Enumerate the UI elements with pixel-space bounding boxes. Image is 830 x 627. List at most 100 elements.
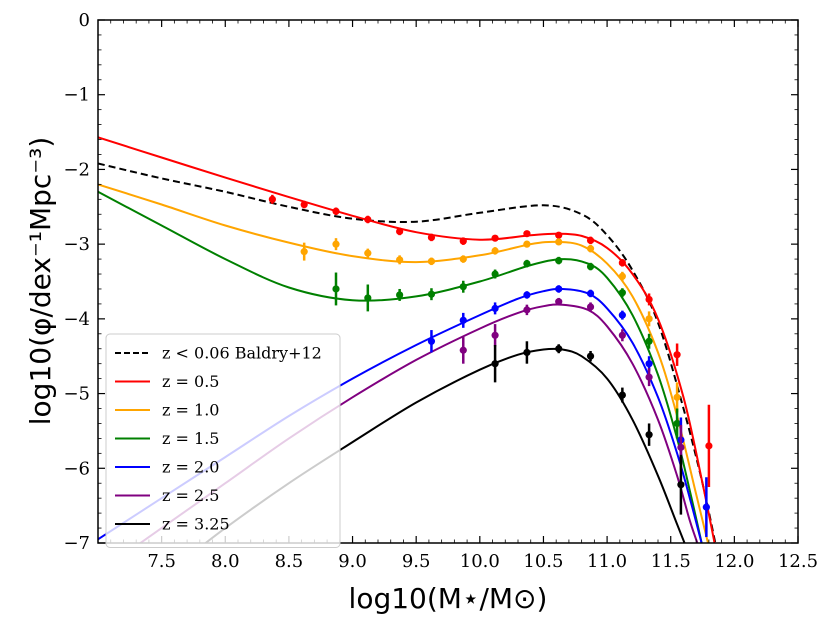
data-point-z0-5 xyxy=(364,215,372,224)
x-tick-label: 8.5 xyxy=(275,551,304,572)
data-point-z1-5 xyxy=(645,337,653,345)
data-point-z1-0 xyxy=(523,240,531,248)
y-tick-label: −2 xyxy=(63,159,90,180)
data-point-z3-25 xyxy=(645,431,653,439)
data-point-z1-0 xyxy=(332,240,340,248)
x-tick-label: 11.5 xyxy=(651,551,691,572)
data-point-z3-25 xyxy=(555,345,563,353)
data-point-z1-5 xyxy=(459,283,467,291)
legend-label: z = 1.5 xyxy=(162,429,219,448)
x-tick-label: 7.5 xyxy=(147,551,176,572)
data-point-z1-0 xyxy=(645,315,653,323)
y-tick-label: −6 xyxy=(63,458,90,479)
data-point-z0-5 xyxy=(618,259,626,267)
data-point-z2-5 xyxy=(459,346,467,354)
data-point-z3-25 xyxy=(586,352,595,360)
legend-label: z = 1.0 xyxy=(162,401,219,420)
data-point-z1-5 xyxy=(555,256,563,265)
data-point-z0-5 xyxy=(491,234,499,242)
data-point-z0-5 xyxy=(645,295,653,304)
data-point-z0-5 xyxy=(427,233,436,242)
y-tick-label: −1 xyxy=(63,85,90,106)
axes: 7.5 8.0 8.5 9.0 9.5 10.0 10.5 11.0 11.5 12.0 12.5 0… xyxy=(63,10,818,572)
data-point-z0-5 xyxy=(555,231,563,239)
data-point-z1-0 xyxy=(586,245,595,253)
data-point-z0-5 xyxy=(268,195,276,203)
x-axis-title: log10(M⋆/M⊙) xyxy=(349,582,548,615)
legend: z < 0.06 Baldry+12 z = 0.5 z = 1.0 z = 1.5 z… xyxy=(105,333,341,548)
plot-frame xyxy=(97,19,799,544)
data-point-z0-5 xyxy=(300,200,308,209)
y-axis-title: log10(φ/dex⁻¹Mpc⁻³) xyxy=(24,137,57,425)
data-point-z1-5 xyxy=(427,290,436,298)
data-point-z0-5 xyxy=(396,227,404,236)
data-point-z2-0 xyxy=(586,289,595,298)
legend-label: z = 2.5 xyxy=(162,486,219,505)
reference-curve-baldry12 xyxy=(98,162,717,543)
data-point-z1-5 xyxy=(332,285,340,293)
legend-label: z = 3.25 xyxy=(162,515,230,534)
y-tick-label: −4 xyxy=(63,309,90,330)
data-point-z1-0 xyxy=(618,272,626,280)
data-point-z1-0 xyxy=(673,393,681,401)
data-point-z2-0 xyxy=(491,304,499,312)
data-point-z1-0 xyxy=(427,257,436,265)
data-point-z2-0 xyxy=(645,360,653,368)
data-point-z0-5 xyxy=(705,442,713,450)
y-tick-label: −3 xyxy=(63,234,90,255)
data-point-z1-0 xyxy=(300,248,308,256)
data-point-z0-5 xyxy=(332,207,340,215)
legend-label: z = 2.0 xyxy=(162,458,219,477)
data-point-z2-0 xyxy=(555,285,563,293)
data-point-z2-0 xyxy=(459,316,467,324)
data-point-z2-5 xyxy=(586,303,595,311)
x-tick-label: 12.0 xyxy=(714,551,754,572)
data-point-z1-0 xyxy=(555,238,563,246)
data-point-z1-5 xyxy=(618,289,626,297)
data-point-z1-5 xyxy=(491,270,499,278)
data-point-z2-5 xyxy=(523,306,531,314)
x-tick-label: 9.5 xyxy=(402,551,431,572)
data-point-z2-5 xyxy=(555,298,563,306)
data-point-z1-5 xyxy=(586,262,595,271)
x-tick-label: 10.5 xyxy=(523,551,563,572)
x-tick-label: 12.5 xyxy=(778,551,818,572)
x-tick-label: 9.0 xyxy=(338,551,367,572)
data-point-z3-25 xyxy=(491,360,499,368)
data-point-z0-5 xyxy=(523,230,531,238)
x-tick-label: 8.0 xyxy=(211,551,240,572)
x-tick-label: 11.0 xyxy=(587,551,627,572)
data-point-z2-0 xyxy=(427,337,436,345)
data-points xyxy=(268,194,713,538)
data-point-z2-0 xyxy=(523,291,531,299)
legend-label: z = 0.5 xyxy=(162,372,219,391)
data-point-z0-5 xyxy=(673,351,681,359)
data-point-z3-25 xyxy=(677,481,685,489)
data-point-z1-0 xyxy=(364,249,372,257)
data-point-z1-5 xyxy=(396,291,404,299)
data-point-z3-25 xyxy=(523,348,531,357)
data-point-z2-5 xyxy=(677,443,685,451)
y-tick-label: −7 xyxy=(63,533,90,554)
data-point-z1-5 xyxy=(364,294,372,302)
y-tick-label: −5 xyxy=(63,384,90,405)
x-tick-label: 10.0 xyxy=(460,551,500,572)
data-point-z2-5 xyxy=(645,373,653,381)
data-point-z0-5 xyxy=(459,237,467,245)
data-point-z2-0 xyxy=(702,503,710,511)
data-point-z2-5 xyxy=(618,331,626,339)
y-tick-label: 0 xyxy=(79,10,90,31)
legend-label: z < 0.06 Baldry+12 xyxy=(162,344,322,363)
data-point-z1-0 xyxy=(491,247,499,255)
data-point-z1-0 xyxy=(396,256,404,264)
data-point-z3-25 xyxy=(618,391,626,399)
data-point-z2-5 xyxy=(491,331,499,339)
data-point-z1-5 xyxy=(523,259,531,268)
model-curve-z1-0 xyxy=(98,183,710,543)
data-point-z2-0 xyxy=(618,311,626,319)
data-point-z1-0 xyxy=(459,255,467,263)
data-point-z1-5 xyxy=(673,419,681,428)
legend-box xyxy=(105,333,341,548)
model-curve-z1-5 xyxy=(98,190,703,543)
